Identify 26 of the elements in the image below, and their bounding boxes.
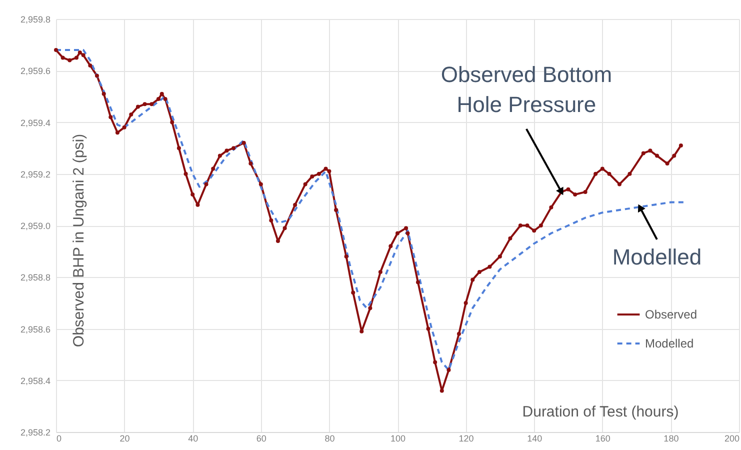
y-tick-label: 2,958.8	[20, 272, 50, 283]
y-tick-label: 2,959.8	[20, 14, 50, 24]
annotation: Observed Bottom Hole Pressure	[440, 62, 612, 117]
x-axis-title: Duration of Test (hours)	[522, 404, 679, 420]
x-tick-label: 180	[664, 434, 679, 444]
x-tick-label: 160	[595, 434, 610, 444]
x-tick-label: 100	[390, 434, 406, 444]
legend-label: Observed	[645, 308, 698, 322]
y-tick-label: 2,958.4	[20, 376, 50, 386]
x-tick-label: 200	[724, 434, 740, 444]
x-tick-label: 140	[527, 434, 542, 444]
y-tick-label: 2,959.0	[20, 221, 50, 231]
y-tick-label: 2,959.4	[20, 118, 50, 128]
x-tick-label: 120	[458, 434, 474, 444]
y-tick-label: 2,958.6	[20, 324, 50, 334]
x-tick-label: 80	[324, 434, 335, 444]
legend-label: Modelled	[645, 336, 694, 350]
x-tick-label: 20	[120, 434, 130, 444]
y-tick-label: 2,959.6	[20, 66, 50, 76]
y-tick-label: 2,958.2	[20, 428, 50, 438]
annotation: Modelled	[612, 244, 702, 270]
x-tick-label: 60	[256, 434, 266, 444]
x-tick-label: 40	[188, 434, 198, 444]
x-tick-label: 0	[56, 434, 62, 444]
y-axis-title: Observed BHP in Ungani 2 (psi)	[70, 134, 88, 348]
y-tick-label: 2,959.2	[20, 169, 50, 180]
